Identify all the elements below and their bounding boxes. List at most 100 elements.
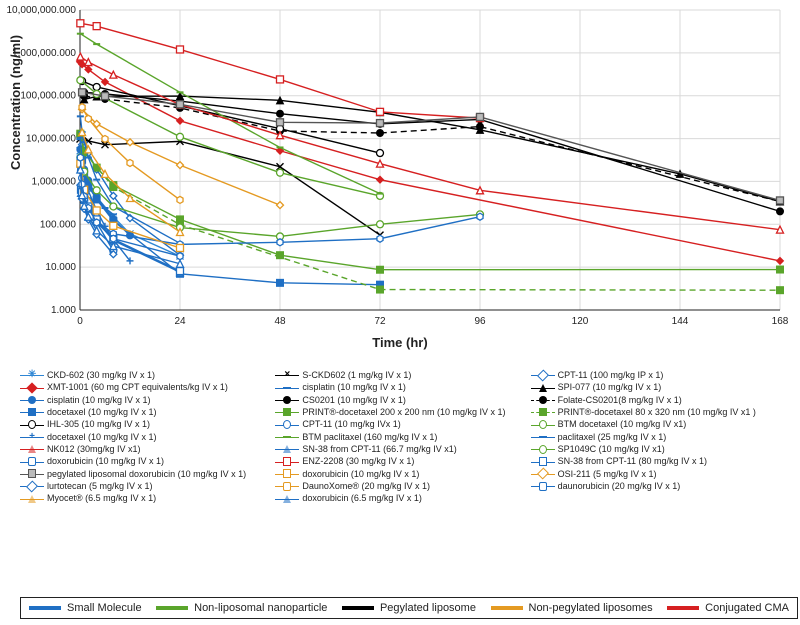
category-swatch [667, 606, 699, 610]
series-legend-item: NK012 (30mg/kg IV x1) [20, 444, 269, 454]
series-legend-item: Myocet® (6.5 mg/kg IV x 1) [20, 493, 269, 503]
series-legend-label: cisplatin (10 mg/kg IV x 1) [47, 395, 151, 405]
series-legend-item: IHL-305 (10 mg/kg IV x 1) [20, 419, 269, 429]
series-legend-item: daunorubicin (20 mg/kg IV x 1) [531, 481, 780, 491]
chart-svg: 1.00010.000100.0001,000.00010,000.000100… [80, 10, 780, 330]
svg-text:10,000.000: 10,000.000 [26, 134, 76, 145]
series-legend-label: doxorubicin (6.5 mg/kg IV x 1) [302, 493, 422, 503]
svg-text:24: 24 [174, 316, 186, 327]
category-legend-item: Pegylated liposome [342, 602, 476, 614]
pk-chart-figure: Concentration (ng/ml) 1.00010.000100.000… [0, 0, 800, 625]
svg-text:100,000.000: 100,000.000 [20, 91, 76, 102]
svg-text:48: 48 [274, 316, 286, 327]
series-legend-label: SN-38 from CPT-11 (80 mg/kg IV x 1) [558, 456, 707, 466]
series-legend-item: cisplatin (10 mg/kg IV x 1) [275, 382, 524, 392]
svg-text:168: 168 [772, 316, 789, 327]
series-legend-item: SPI-077 (10 mg/kg IV x 1) [531, 382, 780, 392]
svg-text:1,000,000.000: 1,000,000.000 [12, 48, 76, 59]
series-legend-item: doxorubicin (6.5 mg/kg IV x 1) [275, 493, 524, 503]
category-swatch [342, 606, 374, 610]
series-legend-item: XMT-1001 (60 mg CPT equivalents/kg IV x … [20, 382, 269, 392]
series-legend-item: CPT-11 (10 mg/kg IVx 1) [275, 419, 524, 429]
series-legend-label: paclitaxel (25 mg/kg IV x 1) [558, 432, 667, 442]
category-legend-item: Non-pegylated liposomes [491, 602, 653, 614]
svg-text:72: 72 [374, 316, 386, 327]
svg-text:10,000,000.000: 10,000,000.000 [6, 5, 76, 16]
category-legend-item: Small Molecule [29, 602, 142, 614]
category-swatch [491, 606, 523, 610]
category-legend: Small Molecule Non-liposomal nanoparticle… [20, 597, 798, 619]
series-legend-label: CKD-602 (30 mg/kg IV x 1) [47, 370, 155, 380]
series-legend-item: Folate-CS0201(8 mg/kg IV x 1) [531, 395, 780, 405]
series-legend-label: SP1049C (10 mg/kg IV x1) [558, 444, 665, 454]
series-legend-label: docetaxel (10 mg/kg IV x 1) [47, 407, 157, 417]
series-legend-label: doxorubicin (10 mg/kg IV x 1) [47, 456, 164, 466]
series-legend-label: DaunoXome® (20 mg/kg IV x 1) [302, 481, 430, 491]
series-legend-label: PRINT®-docetaxel 200 x 200 nm (10 mg/kg … [302, 407, 505, 417]
svg-text:96: 96 [474, 316, 486, 327]
series-legend-item: OSI-211 (5 mg/kg IV x 1) [531, 469, 780, 479]
svg-text:144: 144 [672, 316, 689, 327]
series-legend: ✳CKD-602 (30 mg/kg IV x 1) ×S-CKD602 (1 m… [20, 370, 780, 504]
svg-text:0: 0 [77, 316, 83, 327]
series-legend-label: ENZ-2208 (30 mg/kg IV x 1) [302, 456, 414, 466]
series-legend-item: BTM paclitaxel (160 mg/kg IV x 1) [275, 432, 524, 442]
svg-text:1,000.000: 1,000.000 [32, 176, 77, 187]
series-legend-label: S-CKD602 (1 mg/kg IV x 1) [302, 370, 411, 380]
svg-text:100.000: 100.000 [40, 219, 77, 230]
series-legend-label: Myocet® (6.5 mg/kg IV x 1) [47, 493, 156, 503]
series-legend-item: DaunoXome® (20 mg/kg IV x 1) [275, 481, 524, 491]
series-legend-item: ✳CKD-602 (30 mg/kg IV x 1) [20, 370, 269, 380]
svg-text:120: 120 [572, 316, 589, 327]
series-legend-item: doxorubicin (10 mg/kg IV x 1) [275, 469, 524, 479]
series-legend-label: NK012 (30mg/kg IV x1) [47, 444, 141, 454]
series-legend-label: CS0201 (10 mg/kg IV x 1) [302, 395, 406, 405]
series-legend-item: SP1049C (10 mg/kg IV x1) [531, 444, 780, 454]
series-legend-item: BTM docetaxel (10 mg/kg IV x1) [531, 419, 780, 429]
series-legend-label: XMT-1001 (60 mg CPT equivalents/kg IV x … [47, 382, 228, 392]
plot-area: 1.00010.000100.0001,000.00010,000.000100… [80, 10, 780, 330]
series-legend-label: CPT-11 (10 mg/kg IVx 1) [302, 419, 400, 429]
series-legend-item: paclitaxel (25 mg/kg IV x 1) [531, 432, 780, 442]
series-legend-label: BTM docetaxel (10 mg/kg IV x1) [558, 419, 687, 429]
svg-text:10.000: 10.000 [45, 262, 76, 273]
series-legend-label: OSI-211 (5 mg/kg IV x 1) [558, 469, 657, 479]
series-legend-item: doxorubicin (10 mg/kg IV x 1) [20, 456, 269, 466]
svg-text:1.000: 1.000 [51, 305, 76, 316]
series-legend-label: lurtotecan (5 mg/kg IV x 1) [47, 481, 153, 491]
series-legend-item: CS0201 (10 mg/kg IV x 1) [275, 395, 524, 405]
series-legend-item: SN-38 from CPT-11 (66.7 mg/kg IV x1) [275, 444, 524, 454]
series-legend-label: Folate-CS0201(8 mg/kg IV x 1) [558, 395, 682, 405]
series-legend-label: PRINT®-docetaxel 80 x 320 nm (10 mg/kg I… [558, 407, 756, 417]
series-legend-label: doxorubicin (10 mg/kg IV x 1) [302, 469, 419, 479]
series-legend-label: docetaxel (10 mg/kg IV x 1) [47, 432, 157, 442]
category-legend-item: Conjugated CMA [667, 602, 789, 614]
category-legend-label: Small Molecule [67, 602, 142, 614]
series-legend-item: ENZ-2208 (30 mg/kg IV x 1) [275, 456, 524, 466]
series-legend-label: CPT-11 (100 mg/kg IP x 1) [558, 370, 664, 380]
category-legend-label: Conjugated CMA [705, 602, 789, 614]
category-legend-label: Non-liposomal nanoparticle [194, 602, 327, 614]
series-legend-label: SN-38 from CPT-11 (66.7 mg/kg IV x1) [302, 444, 456, 454]
category-legend-item: Non-liposomal nanoparticle [156, 602, 327, 614]
series-legend-item: PRINT®-docetaxel 80 x 320 nm (10 mg/kg I… [531, 407, 780, 417]
category-legend-label: Non-pegylated liposomes [529, 602, 653, 614]
series-legend-label: pegylated liposomal doxorubicin (10 mg/k… [47, 469, 246, 479]
series-legend-label: BTM paclitaxel (160 mg/kg IV x 1) [302, 432, 437, 442]
series-legend-item: PRINT®-docetaxel 200 x 200 nm (10 mg/kg … [275, 407, 524, 417]
x-axis-label: Time (hr) [0, 335, 800, 350]
series-legend-item: CPT-11 (100 mg/kg IP x 1) [531, 370, 780, 380]
series-legend-item: +docetaxel (10 mg/kg IV x 1) [20, 432, 269, 442]
series-legend-label: SPI-077 (10 mg/kg IV x 1) [558, 382, 662, 392]
category-swatch [156, 606, 188, 610]
series-legend-label: cisplatin (10 mg/kg IV x 1) [302, 382, 406, 392]
series-legend-item: SN-38 from CPT-11 (80 mg/kg IV x 1) [531, 456, 780, 466]
series-legend-item: lurtotecan (5 mg/kg IV x 1) [20, 481, 269, 491]
series-legend-label: IHL-305 (10 mg/kg IV x 1) [47, 419, 150, 429]
series-legend-item: ×S-CKD602 (1 mg/kg IV x 1) [275, 370, 524, 380]
series-legend-item: pegylated liposomal doxorubicin (10 mg/k… [20, 469, 269, 479]
series-legend-item: cisplatin (10 mg/kg IV x 1) [20, 395, 269, 405]
category-legend-label: Pegylated liposome [380, 602, 476, 614]
series-legend-label: daunorubicin (20 mg/kg IV x 1) [558, 481, 681, 491]
series-legend-item: docetaxel (10 mg/kg IV x 1) [20, 407, 269, 417]
